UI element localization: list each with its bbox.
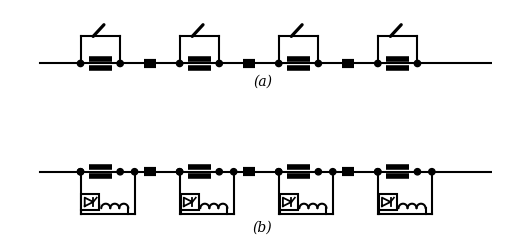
Circle shape [176, 168, 183, 175]
Circle shape [216, 168, 223, 175]
Circle shape [330, 168, 336, 175]
Circle shape [375, 60, 381, 67]
Circle shape [77, 60, 83, 67]
Circle shape [276, 168, 282, 175]
Circle shape [315, 60, 321, 67]
Circle shape [176, 168, 183, 175]
Circle shape [176, 60, 183, 67]
Bar [379, 194, 397, 210]
Bar [181, 194, 198, 210]
Circle shape [375, 168, 381, 175]
Bar [280, 194, 298, 210]
Text: (a): (a) [253, 74, 272, 88]
Circle shape [414, 168, 421, 175]
Circle shape [117, 168, 123, 175]
Bar [81, 194, 99, 210]
Circle shape [375, 168, 381, 175]
Circle shape [276, 168, 282, 175]
Text: (b): (b) [253, 221, 272, 235]
Circle shape [315, 168, 321, 175]
Circle shape [131, 168, 138, 175]
Circle shape [429, 168, 435, 175]
Circle shape [276, 60, 282, 67]
Circle shape [77, 168, 83, 175]
Circle shape [216, 60, 223, 67]
Circle shape [117, 60, 123, 67]
Circle shape [77, 168, 83, 175]
Circle shape [414, 60, 421, 67]
Circle shape [230, 168, 237, 175]
